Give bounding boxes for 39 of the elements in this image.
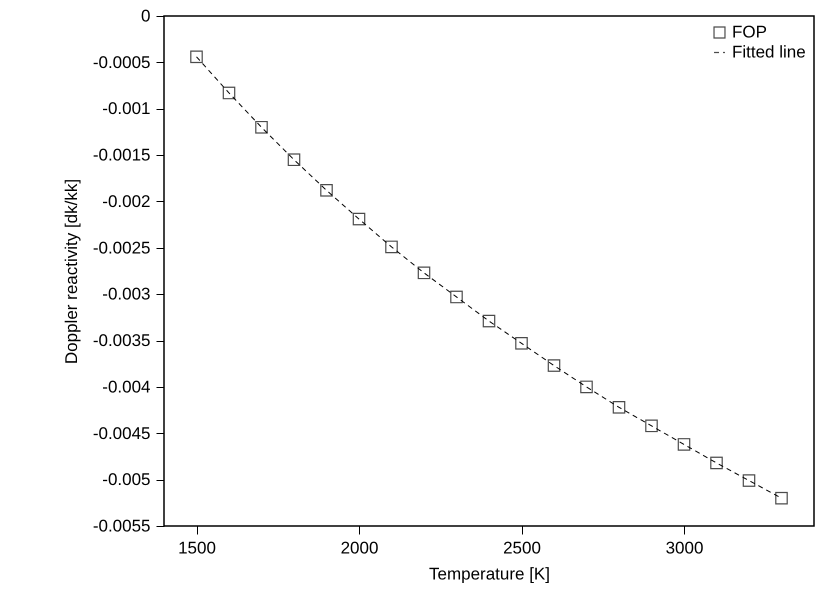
y-tick-label: -0.005	[102, 470, 150, 490]
y-tick-label: -0.0055	[92, 516, 150, 536]
point	[450, 290, 463, 304]
point	[580, 380, 593, 394]
point	[710, 456, 723, 470]
point	[482, 314, 496, 328]
y-tick-label: -0.0045	[92, 424, 150, 443]
point	[288, 153, 300, 166]
x-tick-label: 1500	[178, 538, 216, 558]
x-tick-label: 2000	[340, 538, 378, 558]
y-tick-label: 0	[141, 6, 150, 26]
legend-label: Fitted line	[732, 42, 806, 62]
point	[742, 474, 756, 487]
point	[222, 86, 236, 100]
y-tick-label: -0.0025	[92, 238, 150, 258]
point	[255, 120, 268, 134]
point	[352, 212, 366, 226]
point	[548, 359, 560, 372]
point	[775, 492, 788, 504]
x-tick-label: 2500	[503, 538, 541, 558]
x-axis-title: Temperature [K]	[429, 564, 550, 584]
legend-label: FOP	[732, 22, 767, 42]
y-tick-label: -0.001	[102, 99, 150, 118]
point	[515, 337, 528, 350]
y-tick-label: -0.0035	[92, 331, 150, 350]
point	[385, 240, 398, 254]
point	[645, 420, 658, 432]
y-tick-label: -0.0005	[92, 52, 150, 72]
point	[612, 401, 626, 414]
point	[190, 50, 203, 64]
point	[678, 438, 690, 451]
y-axis-title: Doppler reactivity [dk/kk]	[62, 178, 81, 364]
y-tick-label: -0.002	[102, 192, 150, 211]
point	[418, 266, 430, 280]
x-tick-label: 3000	[666, 538, 704, 558]
y-tick-label: -0.003	[102, 284, 150, 304]
y-tick-label: -0.004	[102, 377, 150, 396]
point	[320, 184, 333, 197]
y-tick-label: -0.0015	[92, 146, 150, 165]
